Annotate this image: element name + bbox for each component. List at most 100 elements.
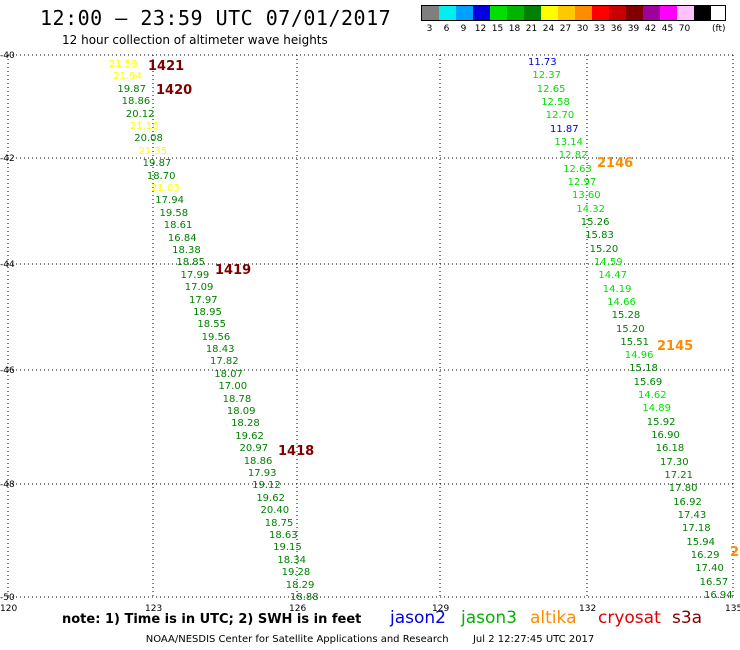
legend-label: 70 [678,24,691,34]
swh-reading: 17.21 [664,470,694,482]
swh-reading: 15.20 [589,243,619,255]
pass-time-label: 2 [730,545,740,560]
swh-reading: 18.88 [290,592,319,603]
swh-reading: 17.99 [180,269,210,281]
swh-reading: 18.38 [172,244,201,256]
satellite-label-jason2: jason2 [390,608,446,628]
swh-reading: 21.16 [130,120,159,132]
legend-swatch [592,6,609,20]
swh-reading: 20.08 [134,133,163,145]
longitude-label: 129 [432,604,450,614]
swh-reading: 15.18 [629,363,658,375]
swh-reading: 19.15 [273,542,302,554]
swh-reading: 19.58 [159,207,189,219]
swh-reading: 16.18 [655,443,685,455]
legend-labels: 3 6 9 12 15 18 21 24 27 30 33 36 39 42 45 70 (ft) [421,24,726,34]
pass-time-label: 1421 [148,59,185,74]
legend-swatch [456,6,473,20]
swh-reading: 17.80 [668,483,698,495]
swh-reading: 18.86 [243,455,273,467]
latitude-label: -46 [0,366,15,376]
satellite-label-altika: altika [530,608,577,628]
swh-reading: 14.19 [602,283,632,295]
legend-label: 21 [525,24,538,34]
swh-reading: 18.07 [214,368,243,380]
swh-reading: 19.56 [201,331,231,343]
longitude-label: 135 [725,604,740,614]
swh-reading: 14.32 [576,203,606,215]
pass-time-label: 1419 [215,263,252,278]
legend-swatch [609,6,626,20]
longitude-label: 123 [145,604,163,614]
swh-reading: 19.87 [117,83,147,95]
swh-reading: 18.29 [285,579,315,591]
legend-label: 24 [542,24,555,34]
legend-swatch [660,6,677,20]
legend-swatch [558,6,575,20]
swh-reading: 12.58 [541,96,570,108]
swh-reading: 11.87 [550,123,579,135]
legend-label: 3 [426,24,433,34]
swh-reading: 18.28 [231,418,260,430]
legend-label: 27 [559,24,572,34]
swh-reading: 21.59 [109,59,138,70]
legend-label: 6 [443,24,450,34]
swh-reading: 18.61 [163,220,193,232]
swh-reading: 15.69 [633,376,663,388]
legend-swatch [490,6,507,20]
swh-reading: 17.82 [210,356,239,368]
swh-reading: 16.84 [167,232,197,244]
pass-time-label: 2145 [657,339,694,354]
swh-reading: 15.83 [585,230,614,242]
swh-reading: 19.28 [281,567,311,579]
swh-reading: 16.90 [651,430,680,442]
legend-swatch [541,6,558,20]
swh-reading: 20.40 [260,505,290,517]
swh-reading: 15.92 [646,416,676,428]
legend-label: 15 [491,24,504,34]
legend-label: 12 [474,24,487,34]
swh-reading: 11.73 [528,57,557,68]
legend-swatch [575,6,592,20]
latitude-label: -48 [0,480,15,490]
swh-reading: 20.97 [239,443,269,455]
longitude-label: 126 [289,604,307,614]
swh-reading: 18.70 [146,170,176,182]
swh-reading: 14.59 [594,256,623,268]
swh-reading: 15.26 [580,216,610,228]
swh-reading: 18.09 [226,406,256,418]
swh-reading: 12.65 [536,83,566,95]
pass-time-label: 1420 [156,83,193,98]
swh-reading: 15.28 [611,310,641,322]
latitude-label: -44 [0,260,15,270]
page-title: 12:00 – 23:59 UTC 07/01/2017 [40,6,392,30]
swh-reading: 14.89 [642,403,672,415]
legend-label: 33 [593,24,606,34]
pass-time-label: 1418 [278,444,315,459]
legend-label: 36 [610,24,623,34]
swh-reading: 16.92 [673,496,702,508]
swh-reading: 18.78 [222,393,252,405]
legend-label: 39 [627,24,640,34]
swh-reading: 12.70 [545,110,575,122]
swh-reading: 15.20 [616,323,645,335]
footer-timestamp: Jul 2 12:27:45 UTC 2017 [472,634,595,645]
swh-reading: 16.29 [690,550,720,562]
swh-reading: 14.66 [607,296,636,308]
footer: NOAA/NESDIS Center for Satellite Applica… [0,634,740,645]
legend-swatch [643,6,660,20]
swh-reading: 14.96 [624,350,654,362]
swh-reading: 17.09 [184,282,214,294]
legend-swatch [694,6,711,20]
swh-reading: 18.43 [205,344,235,356]
latitude-label: -42 [0,154,15,164]
swh-reading: 18.75 [264,517,294,529]
swh-reading: 19.87 [142,158,172,170]
swh-reading: 15.51 [620,336,650,348]
swh-reading: 12.82 [558,150,588,162]
page-subtitle: 12 hour collection of altimeter wave hei… [62,33,328,47]
legend-label: 45 [661,24,674,34]
swh-reading: 18.55 [197,319,227,331]
swh-reading: 18.95 [193,306,222,318]
legend-swatch [677,6,694,20]
